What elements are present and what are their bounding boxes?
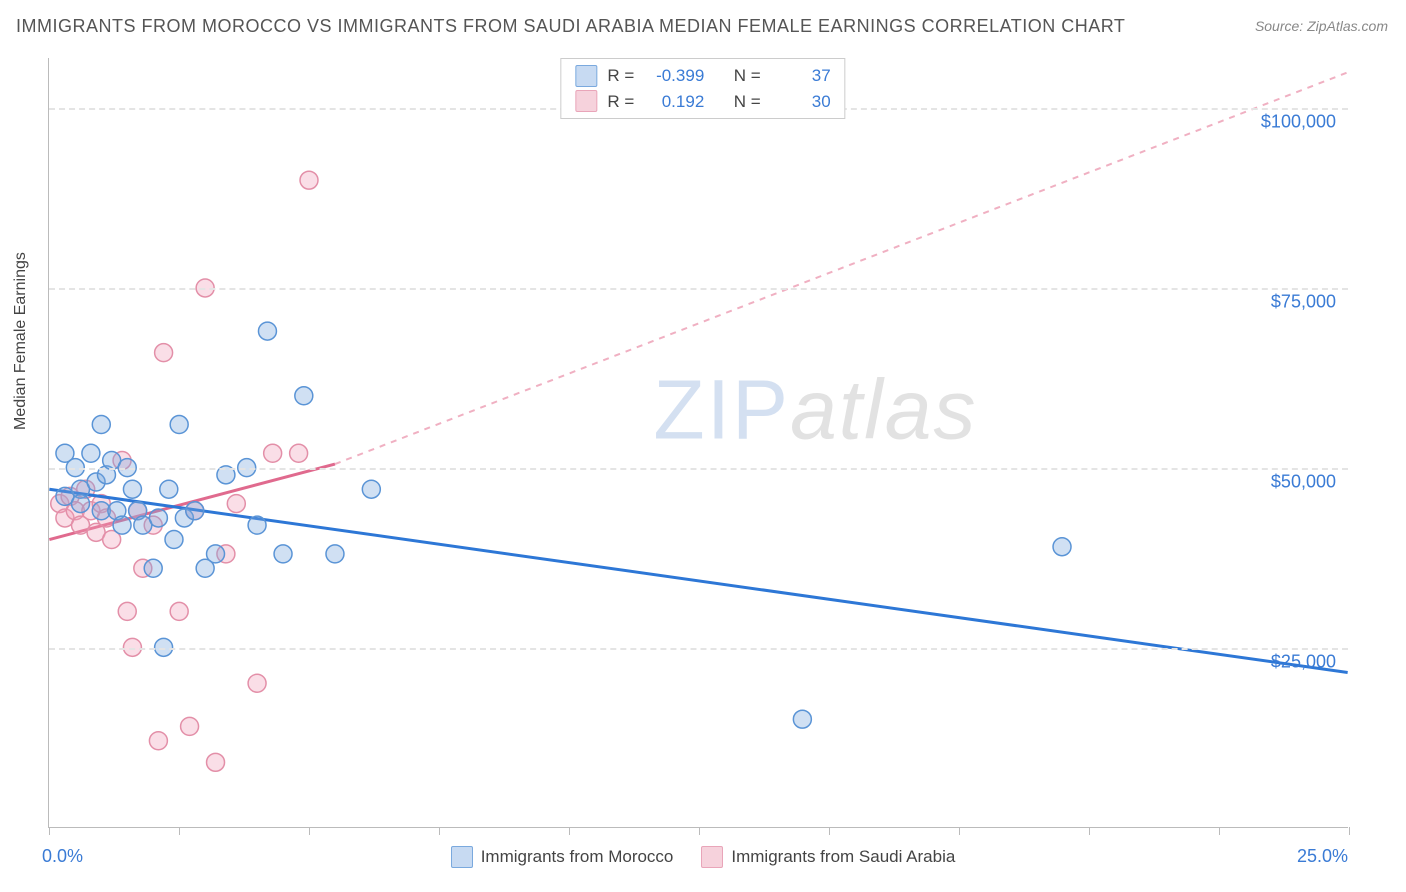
stats-row-morocco: R = -0.399 N = 37 xyxy=(575,63,830,89)
x-tick xyxy=(309,827,310,835)
stats-row-saudi: R = 0.192 N = 30 xyxy=(575,89,830,115)
y-tick-label: $25,000 xyxy=(1271,652,1336,673)
swatch-morocco-icon xyxy=(575,65,597,87)
stats-morocco-R: -0.399 xyxy=(644,63,704,89)
y-tick-label: $100,000 xyxy=(1261,112,1336,133)
bottom-legend: Immigrants from Morocco Immigrants from … xyxy=(0,846,1406,868)
y-tick-label: $50,000 xyxy=(1271,472,1336,493)
swatch-saudi-icon xyxy=(575,90,597,112)
source-value: ZipAtlas.com xyxy=(1307,18,1388,34)
stats-R-label: R = xyxy=(607,63,634,89)
gridline xyxy=(49,468,1348,470)
x-tick xyxy=(699,827,700,835)
chart-plot-area: $25,000 $50,000 $75,000 $100,000 xyxy=(48,58,1348,828)
stats-R-label: R = xyxy=(607,89,634,115)
x-tick xyxy=(1349,827,1350,835)
x-tick xyxy=(829,827,830,835)
stats-N-label: N = xyxy=(734,89,761,115)
x-tick xyxy=(439,827,440,835)
source-label: Source: xyxy=(1255,18,1307,34)
stats-N-label: N = xyxy=(734,63,761,89)
x-tick xyxy=(959,827,960,835)
legend-item-saudi: Immigrants from Saudi Arabia xyxy=(701,846,955,868)
legend-item-morocco: Immigrants from Morocco xyxy=(451,846,674,868)
stats-morocco-N: 37 xyxy=(771,63,831,89)
x-tick xyxy=(179,827,180,835)
legend-label-saudi: Immigrants from Saudi Arabia xyxy=(731,847,955,867)
chart-title: IMMIGRANTS FROM MOROCCO VS IMMIGRANTS FR… xyxy=(16,16,1125,37)
legend-swatch-morocco-icon xyxy=(451,846,473,868)
source-attribution: Source: ZipAtlas.com xyxy=(1255,18,1388,34)
x-tick xyxy=(1089,827,1090,835)
stats-saudi-R: 0.192 xyxy=(644,89,704,115)
gridline xyxy=(49,288,1348,290)
y-tick-label: $75,000 xyxy=(1271,292,1336,313)
chart-svg xyxy=(49,58,1348,827)
legend-label-morocco: Immigrants from Morocco xyxy=(481,847,674,867)
x-tick xyxy=(1219,827,1220,835)
legend-swatch-saudi-icon xyxy=(701,846,723,868)
gridline xyxy=(49,648,1348,650)
y-axis-label: Median Female Earnings xyxy=(12,252,30,430)
x-tick xyxy=(569,827,570,835)
correlation-stats-box: R = -0.399 N = 37 R = 0.192 N = 30 xyxy=(560,58,845,119)
x-tick xyxy=(49,827,50,835)
stats-saudi-N: 30 xyxy=(771,89,831,115)
